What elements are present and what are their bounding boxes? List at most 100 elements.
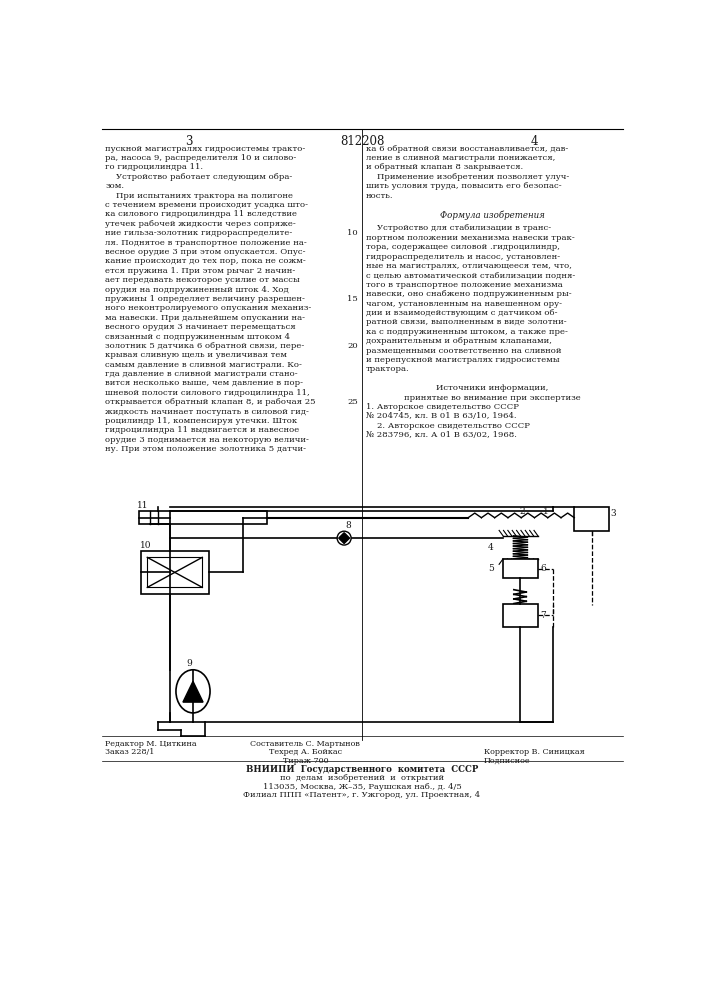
Text: ает передавать некоторое усилие от массы: ает передавать некоторое усилие от массы <box>105 276 300 284</box>
Text: 7: 7 <box>540 611 546 620</box>
Text: шить условия труда, повысить его безопас-: шить условия труда, повысить его безопас… <box>366 182 561 190</box>
Bar <box>147 557 202 587</box>
Text: ратной связи, выполненным в виде золотни-: ратной связи, выполненным в виде золотни… <box>366 318 566 326</box>
Text: самым давление в сливной магистрали. Ко-: самым давление в сливной магистрали. Ко- <box>105 361 303 369</box>
Bar <box>574 507 609 531</box>
Text: шневой полости силового гидроцилиндра 11,: шневой полости силового гидроцилиндра 11… <box>105 389 310 397</box>
Text: дии и взаимодействующим с датчиком об-: дии и взаимодействующим с датчиком об- <box>366 309 557 317</box>
Text: Корректор В. Синицкая: Корректор В. Синицкая <box>484 748 585 756</box>
Bar <box>139 511 267 524</box>
Text: принятые во внимание при экспертизе: принятые во внимание при экспертизе <box>404 394 580 402</box>
Polygon shape <box>339 533 349 544</box>
Bar <box>141 551 209 594</box>
Text: открывается обратный клапан 8, и рабочая 25: открывается обратный клапан 8, и рабочая… <box>105 398 316 406</box>
Text: размещенными соответственно на сливной: размещенными соответственно на сливной <box>366 347 561 355</box>
Text: Применение изобретения позволяет улуч-: Применение изобретения позволяет улуч- <box>366 173 569 181</box>
Text: ность.: ность. <box>366 192 394 200</box>
Bar <box>503 559 538 578</box>
Text: ные на магистралях, отличающееся тем, что,: ные на магистралях, отличающееся тем, чт… <box>366 262 572 270</box>
Text: пускной магистралях гидросистемы тракто-: пускной магистралях гидросистемы тракто- <box>105 145 305 153</box>
Text: орудия на подпружиненный шток 4. Ход: орудия на подпружиненный шток 4. Ход <box>105 286 289 294</box>
Text: ление в сливной магистрали понижается,: ление в сливной магистрали понижается, <box>366 154 555 162</box>
Text: 10: 10 <box>347 229 358 237</box>
Text: ется пружина 1. При этом рычаг 2 начин-: ется пружина 1. При этом рычаг 2 начин- <box>105 267 296 275</box>
Text: Источники информации,: Источники информации, <box>436 384 549 392</box>
Bar <box>503 604 538 627</box>
Text: Заказ 228/1: Заказ 228/1 <box>105 748 155 756</box>
Text: Формула изобретения: Формула изобретения <box>440 210 544 220</box>
Text: тора, содержащее силовой .гидроцилиндр,: тора, содержащее силовой .гидроцилиндр, <box>366 243 560 251</box>
Text: 2: 2 <box>520 507 525 516</box>
Text: 25: 25 <box>347 398 358 406</box>
Text: гидроцилиндра 11 выдвигается и навесное: гидроцилиндра 11 выдвигается и навесное <box>105 426 300 434</box>
Text: Составитель С. Мартынов: Составитель С. Мартынов <box>250 740 361 748</box>
Text: жидкость начинает поступать в силовой гид-: жидкость начинает поступать в силовой ги… <box>105 408 309 416</box>
Text: того в транспортное положение механизма: того в транспортное положение механизма <box>366 281 563 289</box>
Text: и обратный клапан 8 закрывается.: и обратный клапан 8 закрывается. <box>366 163 523 171</box>
Text: Техред А. Бойкас: Техред А. Бойкас <box>269 748 342 756</box>
Text: 6: 6 <box>540 564 546 573</box>
Text: 4: 4 <box>488 543 493 552</box>
Text: 113035, Москва, Ж–35, Раушская наб., д. 4/5: 113035, Москва, Ж–35, Раушская наб., д. … <box>262 783 462 791</box>
Text: 4: 4 <box>530 135 538 148</box>
Text: Устройство для стабилизации в транс-: Устройство для стабилизации в транс- <box>366 224 551 232</box>
Text: ка с подпружиненным штоком, а также пре-: ка с подпружиненным штоком, а также пре- <box>366 328 568 336</box>
Text: Тираж 700: Тираж 700 <box>283 757 328 765</box>
Text: гидрораспределитель и насос, установлен-: гидрораспределитель и насос, установлен- <box>366 253 560 261</box>
Text: При испытаниях трактора на полигоне: При испытаниях трактора на полигоне <box>105 192 293 200</box>
Text: 812208: 812208 <box>340 135 384 148</box>
Text: золотник 5 датчика 6 обратной связи, пере-: золотник 5 датчика 6 обратной связи, пер… <box>105 342 305 350</box>
Text: роцилиндр 11, компенсируя утечки. Шток: роцилиндр 11, компенсируя утечки. Шток <box>105 417 298 425</box>
Text: ВНИИПИ  Государственного  комитета  СССР: ВНИИПИ Государственного комитета СССР <box>246 765 478 774</box>
Text: 15: 15 <box>347 295 358 303</box>
Text: 1. Авторское свидетельство СССР: 1. Авторское свидетельство СССР <box>366 403 519 411</box>
Text: ка 6 обратной связи восстанавливается, дав-: ка 6 обратной связи восстанавливается, д… <box>366 145 568 153</box>
Text: 3: 3 <box>611 509 617 518</box>
Circle shape <box>337 531 351 545</box>
Text: дохранительным и обратным клапанами,: дохранительным и обратным клапанами, <box>366 337 552 345</box>
Text: с целью автоматической стабилизации подня-: с целью автоматической стабилизации подн… <box>366 271 575 279</box>
Text: 2. Авторское свидетельство СССР: 2. Авторское свидетельство СССР <box>366 422 530 430</box>
Text: ну. При этом положение золотника 5 датчи-: ну. При этом положение золотника 5 датчи… <box>105 445 306 453</box>
Text: ля. Поднятое в транспортное положение на-: ля. Поднятое в транспортное положение на… <box>105 239 307 247</box>
Text: навески, оно снабжено подпружиненным ры-: навески, оно снабжено подпружиненным ры- <box>366 290 571 298</box>
Text: № 204745, кл. В 01 В 63/10, 1964.: № 204745, кл. В 01 В 63/10, 1964. <box>366 412 516 420</box>
Text: ма навески. При дальнейшем опускании на-: ма навески. При дальнейшем опускании на- <box>105 314 305 322</box>
Ellipse shape <box>176 670 210 713</box>
Text: 11: 11 <box>137 501 148 510</box>
Text: весное орудие 3 при этом опускается. Опус-: весное орудие 3 при этом опускается. Опу… <box>105 248 306 256</box>
Text: Филиал ППП «Патент», г. Ужгород, ул. Проектная, 4: Филиал ППП «Патент», г. Ужгород, ул. Про… <box>243 791 481 799</box>
Text: 20: 20 <box>347 342 358 350</box>
Text: и перепускной магистралях гидросистемы: и перепускной магистралях гидросистемы <box>366 356 559 364</box>
Text: связанный с подпружиненным штоком 4: связанный с подпружиненным штоком 4 <box>105 333 291 341</box>
Text: по  делам  изобретений  и  открытий: по делам изобретений и открытий <box>280 774 444 782</box>
Text: весного орудия 3 начинает перемещаться: весного орудия 3 начинает перемещаться <box>105 323 296 331</box>
Text: ра, насоса 9, распределителя 10 и силово-: ра, насоса 9, распределителя 10 и силово… <box>105 154 297 162</box>
Text: го гидроцилиндра 11.: го гидроцилиндра 11. <box>105 163 204 171</box>
Text: трактора.: трактора. <box>366 365 409 373</box>
Polygon shape <box>183 681 203 702</box>
Text: 5: 5 <box>488 564 493 573</box>
Text: гда давление в сливной магистрали стано-: гда давление в сливной магистрали стано- <box>105 370 298 378</box>
Text: 1: 1 <box>543 507 549 516</box>
Text: 9: 9 <box>187 659 192 668</box>
Text: орудие 3 поднимается на некоторую величи-: орудие 3 поднимается на некоторую величи… <box>105 436 309 444</box>
Text: Редактор М. Циткина: Редактор М. Циткина <box>105 740 197 748</box>
Text: крывая сливную щель и увеличивая тем: крывая сливную щель и увеличивая тем <box>105 351 288 359</box>
Text: зом.: зом. <box>105 182 124 190</box>
Text: утечек рабочей жидкости через сопряже-: утечек рабочей жидкости через сопряже- <box>105 220 296 228</box>
Text: 8: 8 <box>346 521 351 530</box>
Text: пружины 1 определяет величину разрешен-: пружины 1 определяет величину разрешен- <box>105 295 305 303</box>
Text: кание происходит до тех пор, пока не сожм-: кание происходит до тех пор, пока не сож… <box>105 257 306 265</box>
Text: 3: 3 <box>185 135 193 148</box>
Text: Устройство работает следующим обра-: Устройство работает следующим обра- <box>105 173 293 181</box>
Text: с течением времени происходит усадка што-: с течением времени происходит усадка што… <box>105 201 308 209</box>
Text: ка силового гидроцилиндра 11 вследствие: ка силового гидроцилиндра 11 вследствие <box>105 210 298 218</box>
Text: ного неконтролируемого опускания механиз-: ного неконтролируемого опускания механиз… <box>105 304 312 312</box>
Text: ние гильза-золотник гидрораспределите-: ние гильза-золотник гидрораспределите- <box>105 229 293 237</box>
Text: 10: 10 <box>139 541 151 550</box>
Text: портном положении механизма навески трак-: портном положении механизма навески трак… <box>366 234 575 242</box>
Text: Подписное: Подписное <box>484 757 530 765</box>
Text: чагом, установленным на навешенном ору-: чагом, установленным на навешенном ору- <box>366 300 562 308</box>
Text: вится несколько выше, чем давление в пор-: вится несколько выше, чем давление в пор… <box>105 379 303 387</box>
